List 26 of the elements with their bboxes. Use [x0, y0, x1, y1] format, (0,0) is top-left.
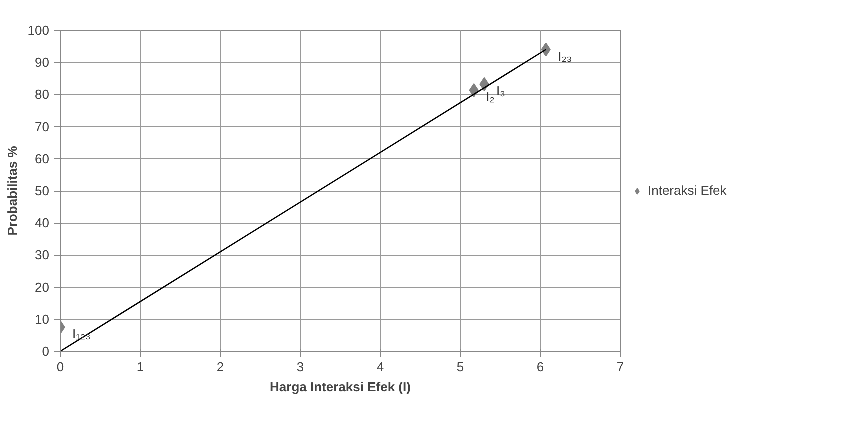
x-axis-title: Harga Interaksi Efek (I) [270, 380, 411, 394]
annotation: I₃ [496, 83, 506, 98]
y-tick-label: 30 [35, 248, 50, 263]
x-tick-label: 7 [616, 360, 624, 374]
x-tick-label: 6 [536, 360, 544, 374]
y-tick-label: 20 [35, 280, 50, 295]
x-tick-label: 2 [216, 360, 224, 374]
y-tick-label: 90 [35, 55, 50, 70]
y-axis-title: Probabilitas % [4, 146, 20, 236]
y-tick-label: 50 [35, 184, 50, 198]
y-tick-label: 40 [35, 216, 50, 231]
x-tick-label: 0 [56, 360, 64, 374]
x-tick-label: 3 [296, 360, 304, 374]
x-tick-label: 5 [456, 360, 464, 374]
x-tick-label: 1 [136, 360, 144, 374]
legend-label: Interaksi Efek [648, 183, 727, 198]
y-tick-label: 10 [35, 312, 50, 327]
annotation: I₂ [486, 90, 495, 105]
x-tick-label: 4 [376, 360, 384, 374]
annotation: I₁₂₃ [72, 326, 91, 342]
y-tick-label: 0 [42, 344, 50, 359]
y-tick-label: 70 [35, 119, 50, 134]
annotation: I₂₃ [558, 48, 572, 64]
y-tick-label: 60 [35, 151, 50, 166]
y-tick-label: 100 [28, 23, 50, 38]
y-tick-label: 80 [35, 87, 50, 102]
